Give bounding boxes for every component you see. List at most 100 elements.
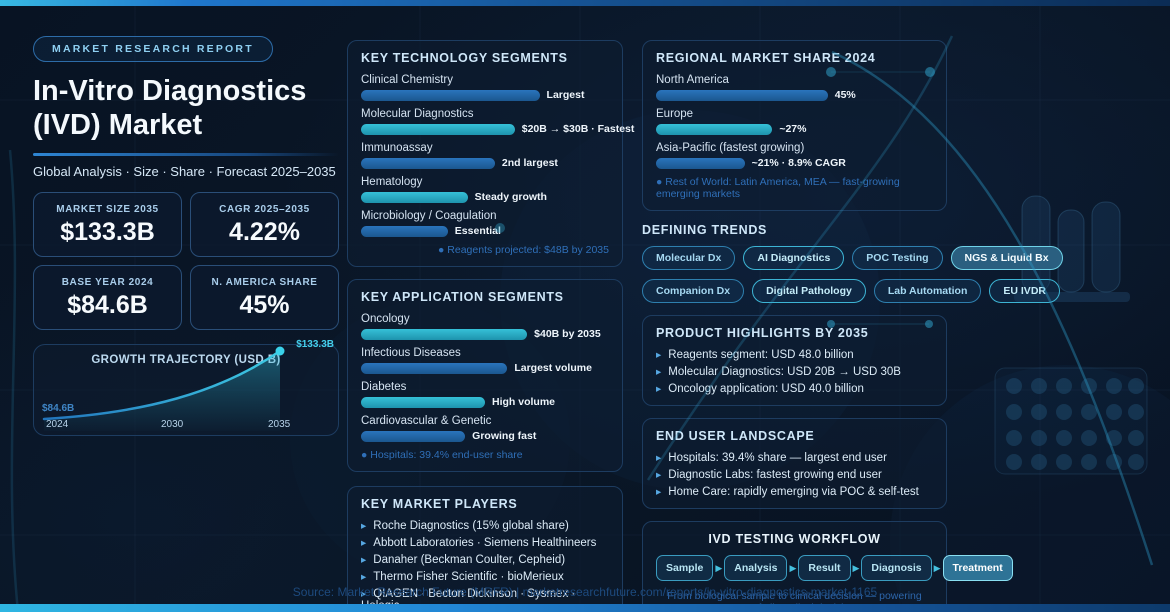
segment-bar	[361, 191, 468, 203]
panel-footnote: ● Hospitals: 39.4% end-user share	[361, 449, 523, 461]
stat-card-market-size: MARKET SIZE 2035 $133.3B	[33, 191, 182, 257]
list-item: Oncology application: USD 40.0 billion	[656, 383, 933, 395]
page-title: In-Vitro Diagnostics (IVD) Market	[33, 75, 339, 143]
defining-trends: DEFINING TRENDS Molecular Dx AI Diagnost…	[642, 223, 1063, 303]
segment-label: Europe	[656, 108, 694, 120]
stat-card-base-year: BASE YEAR 2024 $84.6B	[33, 264, 182, 330]
trend-chip: AI Diagnostics	[743, 246, 845, 270]
segment-label: Hematology	[361, 176, 423, 188]
stat-card-na-share: N. AMERICA SHARE 45%	[190, 264, 339, 330]
trend-chip: Digital Pathology	[752, 279, 866, 303]
trend-chip: EU IVDR	[989, 279, 1060, 303]
segment-bar	[361, 362, 508, 374]
segment-bar	[361, 89, 540, 101]
regional-share-panel: REGIONAL MARKET SHARE 2024 North America…	[642, 40, 947, 211]
list-item: Molecular Diagnostics: USD 20B → USD 30B	[656, 366, 933, 378]
section-title: PRODUCT HIGHLIGHTS BY 2035	[656, 326, 869, 340]
trend-chip: POC Testing	[852, 246, 943, 270]
segment-row: Immunoassay 2nd largest	[361, 142, 609, 169]
x-tick: 2035	[268, 418, 291, 430]
workflow-step: Diagnosis	[861, 555, 932, 581]
section-title: KEY APPLICATION SEGMENTS	[361, 290, 564, 304]
trend-chip-row: Molecular Dx AI Diagnostics POC Testing …	[642, 246, 1063, 270]
segment-label: Microbiology / Coagulation	[361, 210, 497, 222]
segment-note: Essential	[454, 225, 501, 237]
left-column: MARKET RESEARCH REPORT In-Vitro Diagnost…	[33, 36, 339, 436]
players-list: Roche Diagnostics (15% global share) Abb…	[361, 520, 609, 612]
workflow-step: Result	[798, 555, 851, 581]
stat-value: 45%	[239, 290, 290, 319]
segment-note: Growing fast	[472, 430, 537, 442]
segment-label: Asia-Pacific (fastest growing)	[656, 142, 805, 154]
segment-label: Diabetes	[361, 381, 407, 393]
section-title: END USER LANDSCAPE	[656, 429, 815, 443]
segment-bar	[656, 123, 773, 135]
section-title: IVD TESTING WORKFLOW	[708, 532, 881, 546]
segment-note: Largest volume	[514, 362, 592, 374]
segment-bar	[361, 225, 448, 237]
section-title: REGIONAL MARKET SHARE 2024	[656, 51, 876, 65]
segment-label: Cardiovascular & Genetic	[361, 415, 492, 427]
panel-footnote: ● Rest of World: Latin America, MEA — fa…	[656, 176, 900, 200]
segment-label: North America	[656, 74, 729, 86]
segment-note: ~21% · 8.9% CAGR	[751, 157, 846, 169]
stat-cards: MARKET SIZE 2035 $133.3B CAGR 2025–2035 …	[33, 191, 339, 330]
stat-label: BASE YEAR 2024	[61, 276, 154, 288]
segment-row: Molecular Diagnostics $20B → $30B · Fast…	[361, 108, 634, 135]
market-players-panel: KEY MARKET PLAYERS Roche Diagnostics (15…	[347, 486, 623, 612]
segment-bar	[361, 396, 485, 408]
title-line-2: (IVD) Market	[33, 108, 203, 141]
technology-segments-panel: KEY TECHNOLOGY SEGMENTS Clinical Chemist…	[347, 40, 634, 267]
list-item: Diagnostic Labs: fastest growing end use…	[656, 469, 933, 481]
top-accent-bar	[0, 0, 1170, 6]
arrow-right-icon	[853, 563, 860, 574]
segment-row: North America 45%	[656, 74, 933, 101]
trend-chip: NGS & Liquid Bx	[950, 246, 1063, 270]
stat-label: N. AMERICA SHARE	[211, 276, 318, 288]
chart-start-label: $84.6B	[42, 402, 75, 414]
subtitle: Global Analysis · Size · Share · Forecas…	[33, 163, 336, 179]
segment-bar	[361, 430, 466, 442]
segment-bar	[656, 157, 745, 169]
list-item: Hospitals: 39.4% share — largest end use…	[656, 452, 933, 464]
segment-note: High volume	[492, 396, 556, 408]
list-item: Abbott Laboratories · Siemens Healthinee…	[361, 537, 609, 549]
segment-row: Oncology $40B by 2035	[361, 313, 609, 340]
list-item: Roche Diagnostics (15% global share)	[361, 520, 609, 532]
segment-note: 2nd largest	[501, 157, 558, 169]
x-tick: 2024	[46, 418, 69, 430]
growth-trajectory-chart: GROWTH TRAJECTORY (USD B) $84.6B	[33, 339, 339, 436]
panel-footnote: ● Reagents projected: $48B by 2035	[438, 244, 609, 256]
segment-row: Infectious Diseases Largest volume	[361, 347, 609, 374]
segment-note: $20B → $30B · Fastest	[521, 123, 635, 135]
stat-label: CAGR 2025–2035	[219, 203, 310, 215]
workflow-steps: Sample Analysis Result Diagnosis Treatme…	[656, 555, 1013, 581]
segment-bar	[361, 328, 528, 340]
list-item: Reagents segment: USD 48.0 billion	[656, 349, 933, 361]
section-title: KEY TECHNOLOGY SEGMENTS	[361, 51, 568, 65]
trend-chip: Companion Dx	[642, 279, 745, 303]
chart-end-label: $133.3B	[296, 338, 334, 350]
segment-row: Diabetes High volume	[361, 381, 609, 408]
stat-card-cagr: CAGR 2025–2035 4.22%	[190, 191, 339, 257]
end-user-list: Hospitals: 39.4% share — largest end use…	[656, 452, 933, 498]
stat-value: $84.6B	[67, 290, 148, 319]
trend-chip-row: Companion Dx Digital Pathology Lab Autom…	[642, 279, 1060, 303]
segment-row: Cardiovascular & Genetic Growing fast	[361, 415, 609, 442]
product-highlights-panel: PRODUCT HIGHLIGHTS BY 2035 Reagents segm…	[642, 315, 947, 406]
segment-label: Clinical Chemistry	[361, 74, 454, 86]
workflow-step: Treatment	[942, 555, 1013, 581]
endpoint-dot	[275, 346, 285, 356]
microplate-icon	[994, 367, 1148, 475]
segment-label: Molecular Diagnostics	[361, 108, 474, 120]
list-item: Home Care: rapidly emerging via POC & se…	[656, 486, 933, 498]
arrow-right-icon	[789, 563, 796, 574]
segment-note: Steady growth	[474, 191, 547, 203]
segment-note: $40B by 2035	[534, 328, 601, 340]
segment-row: Clinical Chemistry Largest	[361, 74, 609, 101]
stat-label: MARKET SIZE 2035	[56, 203, 159, 215]
segment-label: Oncology	[361, 313, 410, 325]
chart-title: GROWTH TRAJECTORY (USD B)	[91, 353, 281, 366]
segment-label: Infectious Diseases	[361, 347, 461, 359]
